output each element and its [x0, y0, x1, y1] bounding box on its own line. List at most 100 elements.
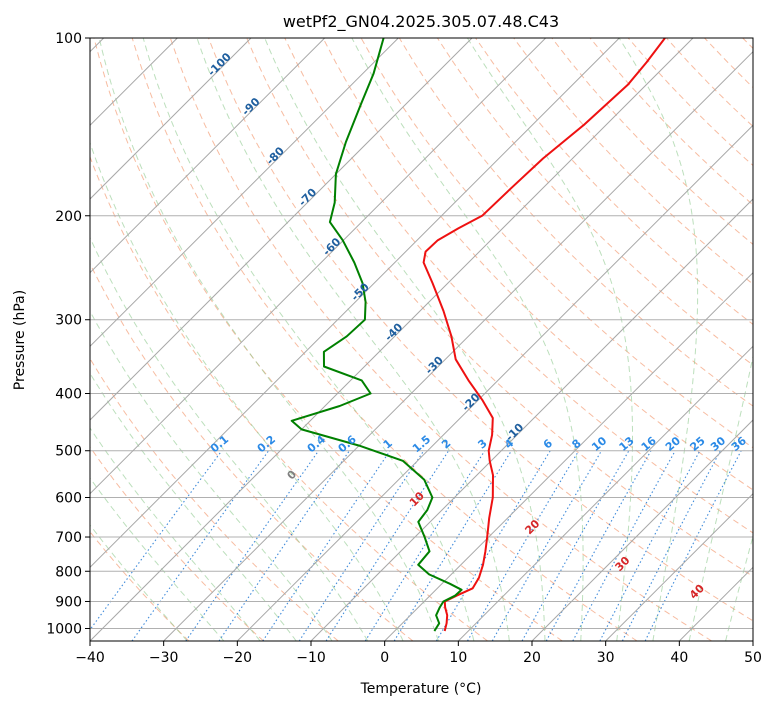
moist-adiabat — [264, 38, 546, 641]
moist-adiabat — [725, 534, 753, 641]
x-axis-label: Temperature (°C) — [360, 681, 482, 697]
x-tick-label: 30 — [597, 650, 615, 666]
dry-adiabat — [131, 38, 638, 641]
mixing-ratio-label: 0.6 — [336, 433, 360, 456]
mixing-ratio-line — [393, 450, 512, 641]
dry-adiabat — [589, 38, 753, 206]
mixing-ratio-label: 8 — [569, 437, 583, 452]
isotherm-label: -60 — [320, 235, 343, 258]
moist-adiabat — [90, 372, 297, 641]
dry-adiabat — [90, 357, 339, 641]
isobar-gridlines — [90, 38, 753, 629]
mixing-ratio-line — [572, 450, 676, 641]
isotherm-line — [163, 50, 753, 641]
mixing-ratio-line — [364, 450, 486, 641]
dry-adiabat — [169, 38, 712, 641]
mixing-ratio-label: 2 — [439, 437, 453, 452]
x-tick-label: −20 — [223, 650, 253, 666]
isotherm-label: -30 — [423, 354, 446, 377]
mixing-ratio-line — [218, 450, 350, 641]
y-tick-label: 500 — [55, 444, 82, 460]
isotherm-label: -70 — [296, 186, 319, 209]
mixing-ratio-line — [521, 450, 630, 641]
chart-title: wetPf2_GN04.2025.305.07.48.C43 — [283, 12, 559, 32]
isotherm-line — [90, 38, 399, 348]
y-tick-label: 600 — [55, 490, 82, 506]
dry-adiabat — [513, 38, 753, 285]
mixing-ratio-line — [644, 450, 742, 641]
mixing-ratio-line — [298, 450, 425, 641]
isotherm-label: -80 — [264, 144, 287, 167]
plot-area: 0.1 0.2 0.4 0.6 1 1.5 2 3 4 6 8 10 13 16 20 25 30 36-100-… — [90, 38, 753, 641]
dry-adiabats — [90, 38, 753, 641]
mixing-ratio-line — [185, 450, 320, 641]
moist-adiabat-label: 20 — [522, 517, 542, 537]
y-tick-label: 200 — [55, 209, 82, 225]
mixing-ratio-label: 0.1 — [208, 433, 231, 455]
x-tick-label: 10 — [449, 650, 467, 666]
mixing-ratio-line — [599, 450, 701, 641]
line-labels: 0.1 0.2 0.4 0.6 1 1.5 2 3 4 6 8 10 13 16 20 25 30 36-100-… — [205, 50, 749, 602]
moist-adiabat — [90, 141, 404, 641]
y-tick-label: 700 — [55, 530, 82, 546]
dry-adiabat — [90, 446, 264, 641]
isotherm-line — [752, 640, 753, 641]
moist-adiabat — [90, 427, 261, 641]
dry-adiabat — [246, 38, 753, 578]
isotherm-label: -100 — [205, 50, 234, 79]
mixing-ratio-lines — [90, 450, 742, 641]
isotherm-line — [90, 38, 694, 641]
moist-adiabat — [351, 38, 584, 641]
moist-adiabat-label: 40 — [687, 582, 707, 602]
isotherm-line — [90, 38, 252, 200]
moist-adiabat — [90, 477, 225, 641]
mixing-ratio-label: 1.5 — [410, 433, 433, 455]
isotherm-line — [531, 419, 753, 641]
moist-adiabat — [90, 524, 188, 641]
y-tick-label: 300 — [55, 313, 82, 329]
mixing-ratio-label: 6 — [541, 436, 555, 451]
dry-adiabat — [90, 155, 488, 641]
mixing-ratio-line — [90, 450, 223, 631]
mixing-ratio-line — [262, 450, 391, 641]
moist-adiabat — [618, 38, 699, 641]
x-tick-label: −30 — [149, 650, 179, 666]
dry-adiabat — [93, 38, 563, 641]
dry-adiabat — [551, 38, 753, 245]
isotherm-line — [310, 198, 753, 641]
x-tick-label: 50 — [744, 650, 762, 666]
mixing-ratio-label: 3 — [475, 437, 489, 452]
dry-adiabat — [208, 38, 753, 622]
isotherm-line — [236, 124, 753, 641]
y-tick-label: 900 — [55, 594, 82, 610]
moist-adiabat — [90, 310, 333, 641]
isotherm-label: -50 — [349, 280, 372, 303]
y-tick-label: 400 — [55, 387, 82, 403]
isotherm-label: -90 — [239, 95, 262, 118]
y-axis-ticks: 100 200 300 400 500 600 700 800 900 1000 — [46, 31, 90, 637]
isotherm-line — [457, 345, 753, 641]
moist-adiabat — [142, 38, 475, 641]
plot-frame — [89, 37, 754, 642]
y-tick-label: 1000 — [46, 621, 82, 637]
x-tick-label: −40 — [75, 650, 105, 666]
y-tick-label: 800 — [55, 564, 82, 580]
temperature-profile-line — [422, 38, 666, 632]
dry-adiabat — [666, 38, 753, 128]
isotherm-line — [605, 492, 753, 641]
mixing-ratio-line — [621, 450, 721, 641]
isotherm-gridlines — [90, 38, 753, 641]
mixing-ratio-line — [325, 450, 450, 641]
dry-adiabat — [704, 38, 753, 89]
dry-adiabat — [742, 38, 753, 50]
x-tick-label: 0 — [380, 650, 389, 666]
x-axis-ticks: −40 −30 −20 −10 0 10 20 30 40 50 — [75, 641, 762, 666]
isotherm-line — [90, 38, 326, 274]
dry-adiabat — [475, 38, 753, 325]
mixing-ratio-line — [545, 450, 652, 641]
isotherm-line — [384, 271, 753, 641]
dry-adiabat — [90, 262, 414, 641]
dry-adiabat — [436, 38, 753, 366]
isotherm-line — [90, 38, 473, 421]
